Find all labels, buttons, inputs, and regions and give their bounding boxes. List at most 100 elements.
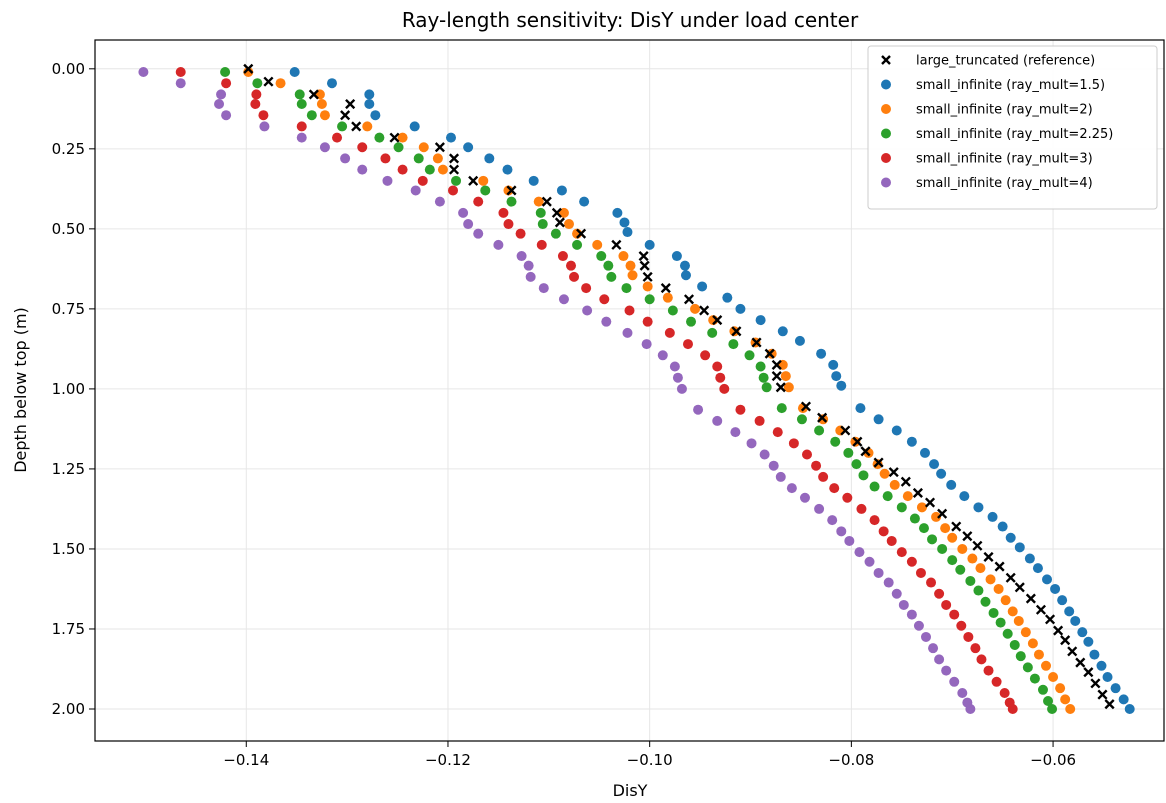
data-point	[927, 534, 938, 545]
data-point	[252, 78, 263, 89]
data-point	[624, 305, 635, 316]
data-point	[690, 303, 701, 314]
data-point	[1090, 678, 1101, 689]
data-point	[1002, 628, 1013, 639]
data-point	[811, 460, 822, 471]
data-point	[759, 449, 770, 460]
legend-marker	[881, 177, 891, 188]
data-point	[869, 515, 880, 526]
y-tick-label: 2.00	[52, 700, 85, 718]
data-point	[611, 239, 622, 250]
data-point	[362, 121, 373, 132]
data-point	[306, 110, 317, 121]
data-point	[775, 382, 786, 393]
legend-entry-label: large_truncated (reference)	[916, 54, 1095, 69]
grid	[95, 40, 1164, 741]
data-point	[424, 164, 435, 175]
data-point	[463, 142, 474, 153]
data-point	[393, 142, 404, 153]
data-point	[780, 371, 791, 382]
data-point	[1035, 604, 1047, 615]
data-point	[771, 371, 782, 382]
data-point	[991, 676, 1002, 687]
data-point	[316, 99, 327, 110]
data-point	[973, 585, 984, 596]
data-point	[840, 425, 851, 436]
data-point	[622, 227, 633, 238]
data-point	[639, 260, 650, 271]
data-point	[451, 175, 462, 186]
chart-title: Ray-length sensitivity: DisY under load …	[402, 8, 859, 32]
data-point	[332, 132, 343, 143]
data-point	[860, 446, 871, 457]
data-point	[289, 67, 300, 78]
data-point	[1083, 636, 1094, 647]
data-point	[931, 511, 942, 522]
data-point	[468, 175, 479, 186]
data-point	[382, 175, 393, 186]
data-point	[754, 415, 765, 426]
data-point	[683, 294, 695, 305]
data-point	[296, 132, 307, 143]
data-point	[625, 260, 636, 271]
data-point	[926, 577, 937, 588]
data-point	[672, 372, 683, 383]
data-point	[175, 67, 186, 78]
data-point	[965, 703, 976, 714]
data-point	[1027, 638, 1038, 649]
data-point	[937, 508, 948, 519]
data-point	[766, 348, 777, 359]
data-point	[1124, 703, 1135, 714]
data-point	[956, 620, 967, 631]
data-point	[873, 567, 884, 578]
series-small-infinite-ray-mult-4	[138, 67, 976, 714]
data-point	[1102, 671, 1113, 682]
data-point	[814, 425, 825, 436]
data-point	[523, 260, 534, 271]
data-point	[973, 502, 984, 513]
data-point	[768, 460, 779, 471]
data-point	[220, 67, 231, 78]
data-point	[671, 251, 682, 262]
data-point	[883, 577, 894, 588]
data-point	[437, 164, 448, 175]
data-point	[1060, 694, 1071, 705]
data-point	[554, 217, 565, 228]
data-point	[951, 521, 962, 532]
data-point	[533, 196, 544, 207]
x-axis-title: DisY	[613, 781, 648, 800]
data-point	[1007, 606, 1018, 617]
data-point	[572, 239, 583, 250]
data-point	[528, 175, 539, 186]
data-point	[712, 415, 723, 426]
data-point	[596, 251, 607, 262]
data-point	[541, 196, 552, 207]
data-point	[319, 110, 330, 121]
data-point	[214, 99, 225, 110]
data-point	[755, 361, 766, 372]
legend-box	[867, 45, 1158, 210]
data-point	[515, 228, 526, 239]
data-point	[621, 283, 632, 294]
legend-entry-label: small_infinite (ray_mult=3)	[916, 152, 1093, 167]
data-point	[788, 438, 799, 449]
data-point	[662, 292, 673, 303]
data-point	[796, 414, 807, 425]
data-point	[1075, 657, 1086, 668]
data-point	[250, 99, 261, 110]
data-point	[985, 574, 996, 585]
data-point	[1042, 574, 1053, 585]
data-point	[448, 164, 460, 175]
data-point	[251, 89, 262, 100]
data-point	[1067, 646, 1078, 657]
data-point	[800, 401, 812, 412]
data-point	[397, 164, 408, 175]
data-point	[1065, 703, 1076, 714]
data-point	[1022, 662, 1033, 673]
data-point	[1097, 689, 1108, 700]
data-point	[413, 153, 424, 164]
data-point	[700, 350, 711, 361]
data-point	[827, 515, 838, 526]
data-point	[707, 327, 718, 338]
data-point	[618, 251, 629, 262]
